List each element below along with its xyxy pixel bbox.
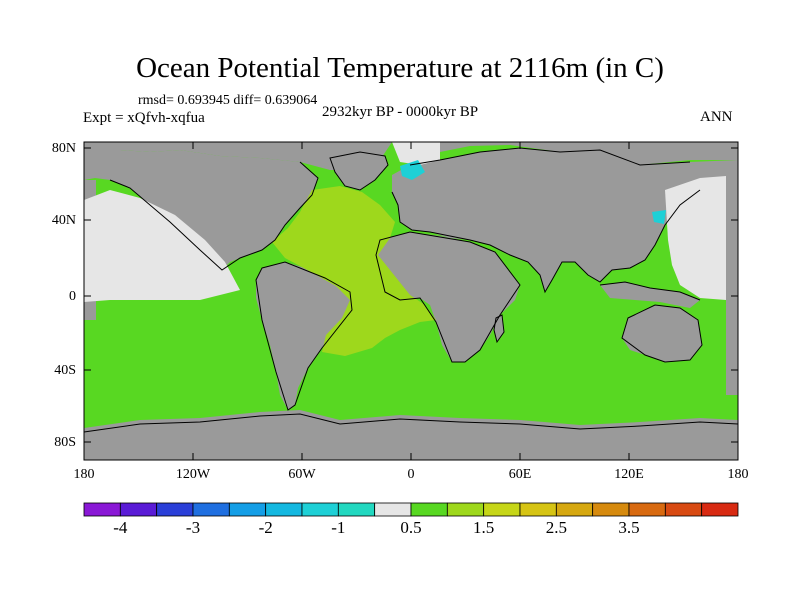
colorbar-label: -2	[258, 518, 273, 537]
colorbar-label: 1.5	[473, 518, 495, 537]
x-tick-180w: 180	[73, 467, 95, 482]
colorbar-label: 3.5	[618, 518, 640, 537]
colorbar-cell	[83, 502, 121, 517]
y-tick-40n: 40N	[51, 213, 76, 228]
x-tick-120e: 120E	[614, 467, 644, 482]
y-tick-0: 0	[69, 289, 76, 304]
colorbar-cell	[337, 502, 376, 517]
x-tick-60w: 60W	[288, 467, 316, 482]
colorbar-cell	[156, 502, 194, 517]
colorbar-label: -4	[113, 518, 128, 537]
colorbar	[83, 502, 739, 517]
colorbar-cell	[228, 502, 267, 517]
colorbar-cell	[664, 502, 703, 517]
season-label: ANN	[700, 109, 733, 125]
x-tick-180e: 180	[727, 467, 749, 482]
africa	[376, 232, 520, 362]
x-tick-0: 0	[407, 467, 415, 482]
stats-label: rmsd= 0.693945 diff= 0.639064	[138, 93, 318, 108]
north-pacific-neutral	[84, 190, 240, 302]
y-tick-80n: 80N	[51, 141, 76, 156]
maritime-islands	[600, 282, 700, 308]
colorbar-cell	[483, 502, 521, 517]
eurasia	[392, 148, 738, 292]
y-tick-80s: 80S	[54, 435, 76, 450]
colorbar-cell	[592, 502, 630, 517]
colorbar-cell	[265, 502, 303, 517]
colorbar-cell	[192, 502, 230, 517]
nordic-cool-patch	[400, 160, 425, 180]
colorbar-cell	[628, 502, 666, 517]
colorbar-cell	[446, 502, 485, 517]
antarctica	[84, 410, 738, 460]
colorbar-cell	[119, 502, 158, 517]
colorbar-label: 0.5	[400, 518, 422, 537]
australia	[622, 305, 702, 362]
map-field	[84, 142, 738, 460]
x-tick-120w: 120W	[175, 467, 211, 482]
map-title: Ocean Potential Temperature at 2116m (in…	[136, 52, 664, 84]
colorbar-cell	[301, 502, 339, 517]
y-tick-40s: 40S	[54, 363, 76, 378]
map-ticks	[84, 142, 738, 460]
colorbar-cell	[374, 502, 412, 517]
x-tick-60e: 60E	[508, 467, 532, 482]
west-pacific-neutral	[665, 176, 726, 300]
colorbar-cell	[410, 502, 448, 517]
period-label: 2932kyr BP - 0000kyr BP	[322, 104, 479, 120]
colorbar-label: 2.5	[545, 518, 567, 537]
arctic-land	[84, 142, 738, 170]
colorbar-cell	[555, 502, 594, 517]
japan-sea-cool-patch	[652, 210, 666, 224]
colorbar-label: -1	[331, 518, 346, 537]
colorbar-cell	[519, 502, 557, 517]
colorbar-label: -3	[185, 518, 201, 537]
east-shelf	[726, 175, 738, 395]
colorbar-cell	[701, 502, 739, 517]
experiment-label: Expt = xQfvh-xqfua	[83, 110, 205, 126]
arctic-neutral	[392, 142, 440, 165]
north-america	[84, 150, 318, 270]
coastlines	[84, 147, 738, 433]
south-america	[256, 262, 352, 410]
atlantic-anomaly	[272, 186, 436, 356]
